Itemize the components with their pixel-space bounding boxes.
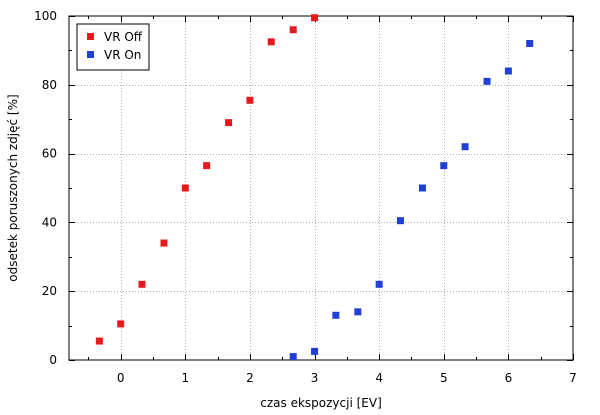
x-tick-label: 6	[505, 371, 513, 385]
x-tick-label: 4	[375, 371, 383, 385]
x-tick-label: 0	[117, 371, 125, 385]
point-vr-off	[203, 162, 211, 170]
y-tick-label: 100	[34, 9, 57, 23]
x-tick-label: 5	[440, 371, 448, 385]
x-axis-label: czas ekspozycji [EV]	[260, 396, 382, 410]
legend-label-vr-off: VR Off	[104, 30, 143, 44]
point-vr-off	[138, 280, 146, 288]
point-vr-off	[95, 337, 103, 345]
point-vr-off	[225, 119, 233, 127]
point-vr-on	[354, 308, 362, 316]
legend: VR Off VR On	[76, 23, 150, 71]
point-vr-off	[267, 38, 275, 46]
grid-lines	[69, 16, 573, 360]
point-vr-on	[396, 217, 404, 225]
point-vr-off	[117, 320, 125, 328]
y-axis-label: odsetek poruszonych zdjęć [%]	[6, 94, 20, 281]
legend-marker-vr-off	[87, 33, 94, 40]
point-vr-on	[526, 40, 534, 48]
tick-labels: 0 1 2 3 4 5 6 7 0 20 40 60 80 100	[34, 9, 577, 385]
legend-label-vr-on: VR On	[104, 48, 141, 62]
point-vr-on	[483, 77, 491, 85]
point-vr-on	[504, 67, 512, 75]
y-tick-label: 60	[42, 147, 57, 161]
legend-marker-vr-on	[87, 51, 94, 58]
x-tick-label: 7	[569, 371, 577, 385]
x-tick-label: 1	[181, 371, 189, 385]
point-vr-on	[375, 280, 383, 288]
axis-ticks	[69, 16, 574, 361]
point-vr-off	[160, 239, 168, 247]
data-points	[95, 14, 534, 361]
point-vr-on	[418, 184, 426, 192]
point-vr-on	[461, 143, 469, 151]
y-tick-label: 80	[42, 78, 57, 92]
point-vr-on	[440, 162, 448, 170]
point-vr-on	[332, 311, 340, 319]
x-tick-label: 2	[246, 371, 254, 385]
x-tick-label: 3	[311, 371, 319, 385]
point-vr-off	[181, 184, 189, 192]
legend-box	[76, 23, 150, 71]
y-tick-label: 20	[42, 284, 57, 298]
point-vr-on	[311, 347, 319, 355]
point-vr-off	[246, 96, 254, 104]
point-vr-off	[289, 26, 297, 34]
point-vr-off	[311, 14, 319, 22]
point-vr-on	[289, 353, 297, 361]
y-tick-label: 0	[49, 353, 57, 367]
y-tick-label: 40	[42, 215, 57, 229]
